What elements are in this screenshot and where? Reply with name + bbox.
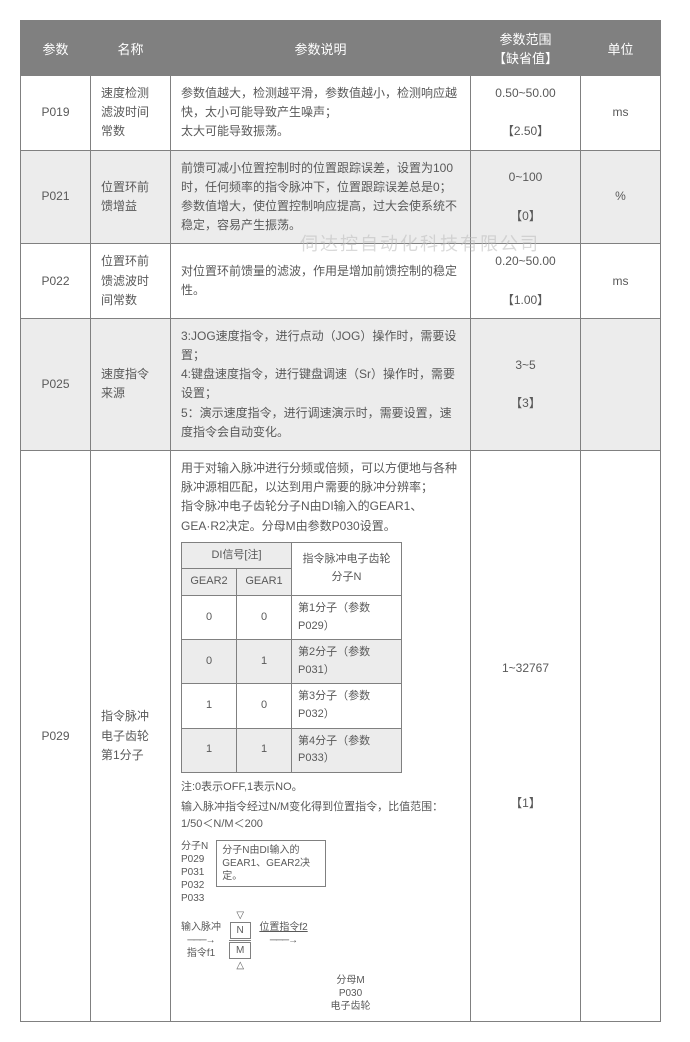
header-name: 名称 [91, 21, 171, 76]
cell-name: 速度指令来源 [91, 318, 171, 450]
inner-row: 00第1分子（参数P029） [182, 595, 402, 639]
cell-param: P022 [21, 244, 91, 319]
diag-box: 分子N由DI输入的GEAR1、GEAR2决定。 [216, 840, 326, 887]
inner-row: 10第3分子（参数P032） [182, 684, 402, 728]
cell-range: 0.50~50.00【2.50】 [471, 76, 581, 151]
cell-name: 指令脉冲电子齿轮第1分子 [91, 451, 171, 1022]
cell-unit: % [581, 150, 661, 244]
p029-diagram: 分子N P029 P031 P032 P033 分子N由DI输入的GEAR1、G… [181, 840, 460, 1013]
cell-param: P021 [21, 150, 91, 244]
p029-note1: 注:0表示OFF,1表示NO。 [181, 779, 460, 796]
inner-row: 11第4分子（参数P033） [182, 728, 402, 772]
cell-name: 位置环前馈滤波时间常数 [91, 244, 171, 319]
inner-row: 01第2分子（参数P031） [182, 640, 402, 684]
inner-head-n: 指令脉冲电子齿轮分子N [292, 542, 402, 595]
inner-col-g2: GEAR2 [182, 569, 237, 596]
cell-range: 1~32767 【1】 [471, 451, 581, 1022]
parameter-table: 参数 名称 参数说明 参数范围 【缺省值】 单位 P019速度检测滤波时间常数参… [20, 20, 661, 1022]
table-row: P025速度指令来源3:JOG速度指令，进行点动（JOG）操作时，需要设置； 4… [21, 318, 661, 450]
table-row: P022位置环前馈滤波时间常数对位置环前馈量的滤波，作用是增加前馈控制的稳定性。… [21, 244, 661, 319]
cell-range: 0~100【0】 [471, 150, 581, 244]
header-unit: 单位 [581, 21, 661, 76]
cell-unit [581, 318, 661, 450]
cell-unit: ms [581, 76, 661, 151]
cell-name: 位置环前馈增益 [91, 150, 171, 244]
cell-desc: 3:JOG速度指令，进行点动（JOG）操作时，需要设置； 4:键盘速度指令，进行… [171, 318, 471, 450]
inner-head-di: DI信号[注] [182, 542, 292, 569]
p029-intro: 用于对输入脉冲进行分频或倍频，可以方便地与各种脉冲源相匹配，以达到用户需要的脉冲… [181, 459, 460, 536]
table-row-p029: P029 指令脉冲电子齿轮第1分子 用于对输入脉冲进行分频或倍频，可以方便地与各… [21, 451, 661, 1022]
diag-output-label: 位置指令f2 ───→ [259, 921, 307, 960]
p029-inner-table: DI信号[注] 指令脉冲电子齿轮分子N GEAR2 GEAR1 00第1分子（参… [181, 542, 402, 773]
cell-range: 0.20~50.00【1.00】 [471, 244, 581, 319]
table-row: P021位置环前馈增益前馈可减小位置控制时的位置跟踪误差，设置为100时，任何频… [21, 150, 661, 244]
header-desc: 参数说明 [171, 21, 471, 76]
cell-desc: 参数值越大，检测越平滑，参数值越小，检测响应越快，太小可能导致产生噪声； 太大可… [171, 76, 471, 151]
p029-note2: 输入脉冲指令经过N/M变化得到位置指令，比值范围：1/50＜N/M＜200 [181, 799, 460, 832]
inner-col-g1: GEAR1 [237, 569, 292, 596]
header-range: 参数范围 【缺省值】 [471, 21, 581, 76]
cell-param: P025 [21, 318, 91, 450]
table-header-row: 参数 名称 参数说明 参数范围 【缺省值】 单位 [21, 21, 661, 76]
diag-fraction: ▽ N M △ [229, 909, 251, 972]
cell-unit [581, 451, 661, 1022]
cell-desc: 对位置环前馈量的滤波，作用是增加前馈控制的稳定性。 [171, 244, 471, 319]
cell-range: 3~5【3】 [471, 318, 581, 450]
cell-param: P019 [21, 76, 91, 151]
cell-desc: 前馈可减小位置控制时的位置跟踪误差，设置为100时，任何频率的指令脉冲下，位置跟… [171, 150, 471, 244]
header-param: 参数 [21, 21, 91, 76]
cell-desc-p029: 用于对输入脉冲进行分频或倍频，可以方便地与各种脉冲源相匹配，以达到用户需要的脉冲… [171, 451, 471, 1022]
table-row: P019速度检测滤波时间常数参数值越大，检测越平滑，参数值越小，检测响应越快，太… [21, 76, 661, 151]
diag-input-label: 输入脉冲 ───→ 指令f1 [181, 921, 221, 960]
diag-left-label: 分子N P029 P031 P032 P033 [181, 840, 208, 905]
cell-param: P029 [21, 451, 91, 1022]
cell-unit: ms [581, 244, 661, 319]
cell-name: 速度检测滤波时间常数 [91, 76, 171, 151]
diag-bottom-label: 分母M P030 电子齿轮 [331, 974, 371, 1013]
